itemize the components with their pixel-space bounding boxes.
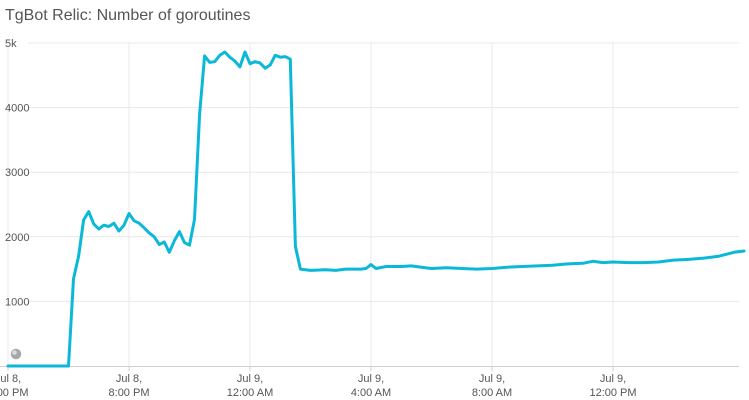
- x-tick-label-date: Jul 9,: [479, 373, 505, 385]
- zero-marker-highlight: [12, 350, 17, 355]
- y-tick-label: 5k: [5, 38, 17, 50]
- x-tick-label-date: Jul 9,: [600, 373, 626, 385]
- x-tick-label-time: 12:00 AM: [227, 387, 273, 399]
- series-line[interactable]: [6, 50, 746, 368]
- series-layer[interactable]: [6, 50, 746, 368]
- x-tick-label-date: Jul 8,: [116, 373, 142, 385]
- x-tick-label-date: Jul 8,: [0, 373, 21, 385]
- x-tick-label-date: Jul 9,: [358, 373, 384, 385]
- x-tick-label-date: Jul 9,: [237, 373, 263, 385]
- x-tick-label-time: 8:00 AM: [472, 387, 512, 399]
- x-tick-label-time: 4:00 PM: [0, 387, 28, 399]
- chart-title: TgBot Relic: Number of goroutines: [5, 7, 251, 24]
- x-tick-label-time: 8:00 PM: [109, 387, 150, 399]
- y-tick-label: 3000: [5, 167, 29, 179]
- x-tick-label-time: 4:00 AM: [351, 387, 391, 399]
- y-tick-label: 2000: [5, 232, 29, 244]
- x-tick-label-time: 12:00 PM: [589, 387, 636, 399]
- y-tick-label: 1000: [5, 296, 29, 308]
- zero-marker: [9, 347, 23, 361]
- axes: 1000 2000 3000 4000 5k Jul 8, 4:00 PM Jul 8, 8:0…: [0, 38, 739, 399]
- y-tick-label: 4000: [5, 103, 29, 115]
- grid: [7, 42, 739, 366]
